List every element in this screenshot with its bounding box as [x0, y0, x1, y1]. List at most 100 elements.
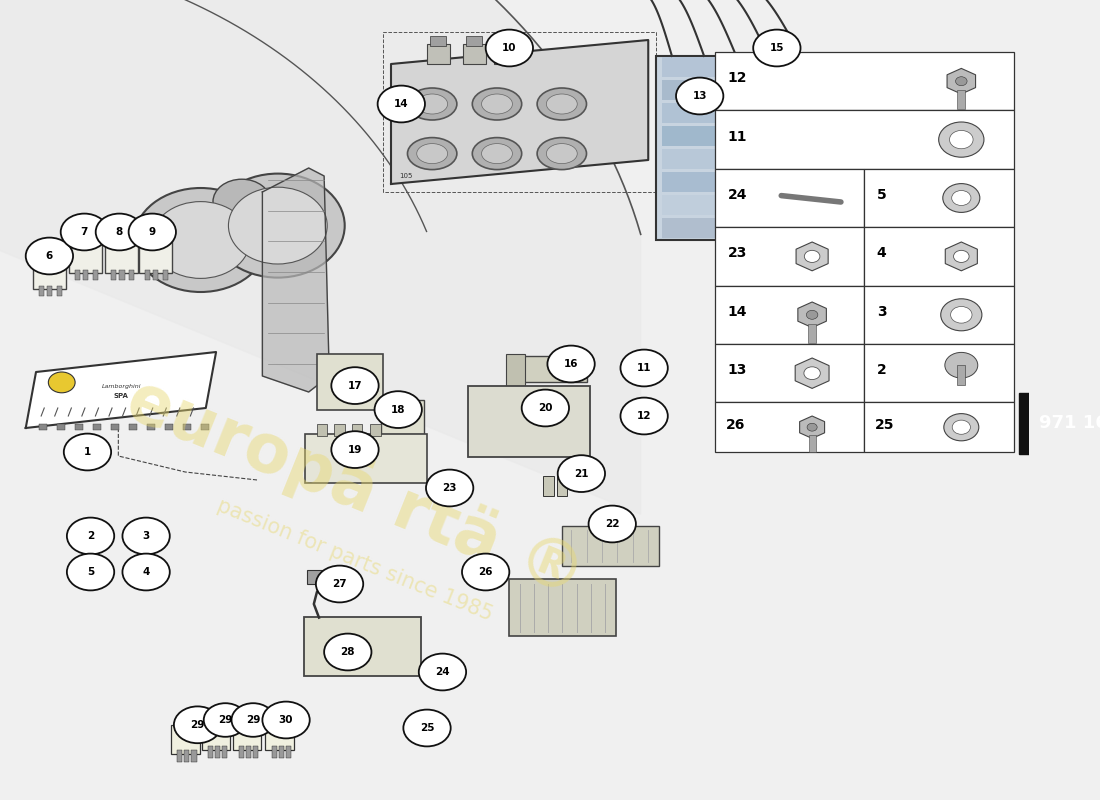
Bar — [145, 270, 151, 280]
Bar — [865, 227, 1013, 286]
Text: europä rtä ®: europä rtä ® — [117, 366, 593, 610]
Bar — [272, 746, 277, 758]
Text: 17: 17 — [348, 381, 362, 390]
Circle shape — [558, 455, 605, 492]
Bar — [661, 126, 811, 146]
Bar — [371, 424, 381, 436]
Circle shape — [949, 130, 974, 149]
Circle shape — [804, 367, 821, 379]
Polygon shape — [795, 358, 829, 388]
FancyBboxPatch shape — [562, 526, 659, 566]
Bar — [430, 36, 446, 46]
Circle shape — [25, 238, 73, 274]
Ellipse shape — [547, 94, 578, 114]
Bar — [865, 344, 1013, 402]
Bar — [153, 270, 158, 280]
Ellipse shape — [472, 88, 521, 120]
Text: 2: 2 — [877, 363, 887, 378]
Text: 3: 3 — [877, 305, 887, 319]
Circle shape — [134, 188, 267, 292]
Text: 29: 29 — [190, 720, 205, 730]
FancyBboxPatch shape — [33, 257, 66, 289]
Circle shape — [152, 202, 250, 278]
Bar — [40, 286, 44, 296]
Circle shape — [462, 554, 509, 590]
Polygon shape — [390, 40, 648, 184]
Polygon shape — [945, 242, 978, 270]
FancyBboxPatch shape — [305, 434, 427, 483]
Circle shape — [940, 298, 982, 331]
Text: 22: 22 — [605, 519, 619, 529]
Bar — [715, 402, 865, 452]
Bar — [808, 435, 816, 452]
Bar — [129, 424, 138, 430]
Text: 9: 9 — [148, 227, 156, 237]
FancyBboxPatch shape — [469, 386, 590, 457]
Bar — [661, 172, 811, 193]
Circle shape — [129, 214, 176, 250]
Text: 12: 12 — [727, 71, 747, 86]
Circle shape — [324, 634, 372, 670]
Text: 27: 27 — [332, 579, 346, 589]
Bar — [715, 52, 1013, 110]
Bar — [661, 80, 811, 101]
Bar — [307, 570, 329, 584]
Circle shape — [96, 214, 143, 250]
Circle shape — [331, 367, 378, 404]
Text: 24: 24 — [436, 667, 450, 677]
Text: 11: 11 — [637, 363, 651, 373]
Ellipse shape — [417, 143, 448, 163]
Text: 15: 15 — [770, 43, 784, 53]
Bar — [94, 424, 101, 430]
Bar — [715, 227, 865, 286]
Circle shape — [944, 414, 979, 441]
Bar — [111, 424, 119, 430]
Bar — [463, 44, 486, 64]
Bar — [177, 750, 183, 762]
Circle shape — [331, 431, 378, 468]
Text: 3: 3 — [143, 531, 150, 541]
Bar — [466, 36, 482, 46]
Circle shape — [943, 183, 980, 212]
FancyBboxPatch shape — [232, 721, 262, 750]
Bar — [808, 324, 816, 343]
Circle shape — [122, 518, 169, 554]
Text: 18: 18 — [390, 405, 406, 414]
Bar — [816, 144, 842, 192]
Polygon shape — [798, 302, 826, 328]
Text: 26: 26 — [478, 567, 493, 577]
Ellipse shape — [482, 94, 513, 114]
Circle shape — [950, 306, 972, 323]
Text: 2: 2 — [87, 531, 95, 541]
Text: 23: 23 — [727, 246, 747, 261]
Text: passion for parts since 1985: passion for parts since 1985 — [214, 495, 496, 625]
Text: 11: 11 — [727, 130, 747, 144]
Text: 14: 14 — [727, 305, 747, 319]
Bar — [957, 90, 966, 110]
Bar — [239, 746, 244, 758]
Text: 7: 7 — [80, 227, 88, 237]
Text: 5: 5 — [87, 567, 95, 577]
Text: 25: 25 — [874, 418, 894, 432]
Bar — [661, 194, 811, 215]
Bar — [47, 286, 53, 296]
Circle shape — [426, 470, 473, 506]
Bar — [543, 476, 553, 496]
Ellipse shape — [407, 88, 456, 120]
FancyBboxPatch shape — [1019, 393, 1100, 454]
Bar — [92, 270, 98, 280]
Bar — [183, 424, 191, 430]
FancyBboxPatch shape — [265, 721, 295, 750]
FancyBboxPatch shape — [201, 721, 231, 750]
Bar — [497, 36, 513, 46]
Text: 4: 4 — [142, 567, 150, 577]
Bar — [286, 746, 292, 758]
FancyBboxPatch shape — [170, 725, 199, 754]
Bar — [661, 57, 811, 78]
Text: Lamborghini: Lamborghini — [101, 384, 141, 389]
Polygon shape — [0, 0, 640, 514]
Circle shape — [620, 350, 668, 386]
Circle shape — [213, 179, 271, 224]
Text: 28: 28 — [341, 647, 355, 657]
Bar — [715, 286, 865, 344]
